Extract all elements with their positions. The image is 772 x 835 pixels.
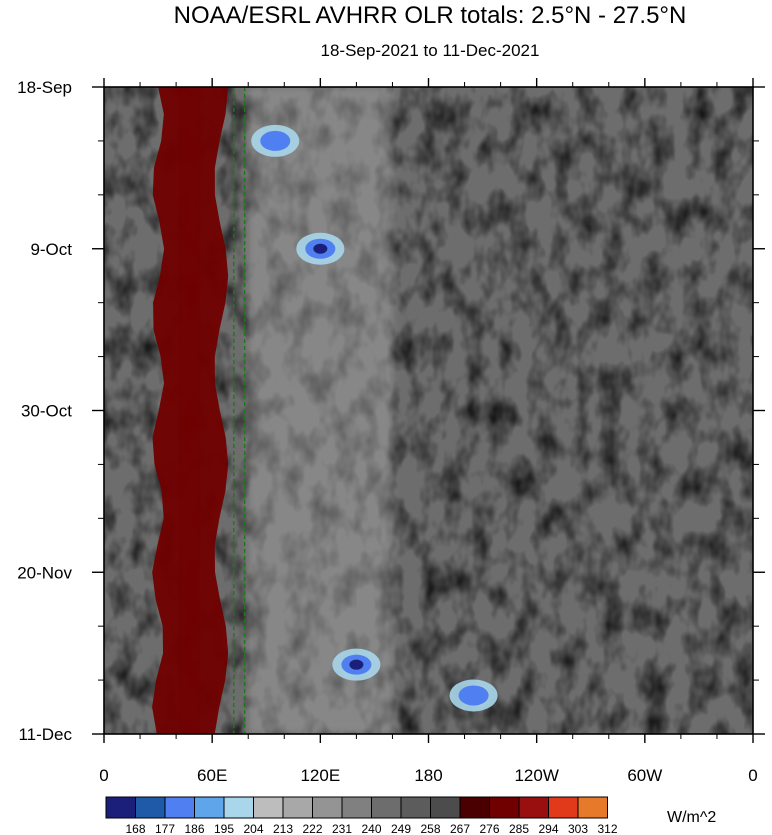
colorbar-cell [194, 796, 225, 819]
x-tick-label: 0 [99, 766, 108, 785]
colorbar-cell [253, 796, 284, 819]
y-tick-label: 11-Dec [18, 725, 72, 744]
colorbar-label: 303 [568, 822, 588, 835]
colorbar-label: 249 [391, 822, 411, 835]
y-tick-label: 20-Nov [17, 563, 72, 582]
chart-subtitle: 18-Sep-2021 to 11-Dec-2021 [320, 41, 540, 60]
colorbar-label: 168 [125, 822, 145, 835]
x-axis: 0 60E 120E 180 120W 60W 0 [99, 78, 758, 785]
chart-title: NOAA/ESRL AVHRR OLR totals: 2.5°N - 27.5… [173, 2, 687, 29]
colorbar-label: 258 [420, 822, 440, 835]
feature-core [466, 690, 481, 701]
colorbar-label: 186 [184, 822, 204, 835]
reference-lines [233, 87, 246, 734]
y-axis: 18-Sep 9-Oct 30-Oct 20-Nov 11-Dec [17, 78, 765, 744]
colorbar-label: 222 [302, 822, 322, 835]
colorbar-cell [164, 796, 195, 819]
colorbar-cell [105, 796, 136, 819]
x-tick-label: 60E [197, 766, 227, 785]
feature-core [268, 135, 283, 146]
colorbar-cell [312, 796, 343, 819]
colorbar-label: 204 [243, 822, 263, 835]
colorbar-cell [282, 796, 313, 819]
colorbar-label: 294 [538, 822, 558, 835]
colorbar-label: 240 [361, 822, 381, 835]
convective-zone [248, 87, 393, 734]
colorbar-label: 231 [332, 822, 352, 835]
feature-core [313, 243, 328, 254]
colorbar-label: 285 [509, 822, 529, 835]
colorbar-label: 195 [214, 822, 234, 835]
colorbar-cell [548, 796, 579, 819]
x-tick-label: 180 [414, 766, 442, 785]
y-tick-label: 18-Sep [17, 78, 72, 97]
colorbar-cell [135, 796, 166, 819]
colorbar-cell [489, 796, 520, 819]
feature-core [349, 659, 364, 670]
colorbar-label: 213 [273, 822, 293, 835]
feature-band-core [180, 87, 200, 734]
colorbar-cell [577, 796, 608, 819]
colorbar: 168 177 186 195 204 213 222 231 240 249 258 267 276 2… [105, 796, 618, 835]
colorbar-cell [518, 796, 549, 819]
colorbar-unit-label: W/m^2 [667, 809, 717, 826]
x-tick-label: 60W [627, 766, 662, 785]
colorbar-cell [430, 796, 461, 819]
colorbar-label: 267 [450, 822, 470, 835]
colorbar-label: 276 [479, 822, 499, 835]
x-tick-label: 120E [300, 766, 340, 785]
x-tick-label: 0 [748, 766, 757, 785]
colorbar-label: 312 [597, 822, 617, 835]
y-tick-label: 30-Oct [21, 402, 72, 421]
colorbar-cell [341, 796, 372, 819]
colorbar-cell [459, 796, 490, 819]
colorbar-cell [400, 796, 431, 819]
colorbar-cell [371, 796, 402, 819]
y-tick-label: 9-Oct [30, 240, 72, 259]
x-tick-label: 120W [514, 766, 558, 785]
colorbar-cell [223, 796, 254, 819]
colorbar-label: 177 [155, 822, 175, 835]
olr-field [104, 87, 753, 734]
